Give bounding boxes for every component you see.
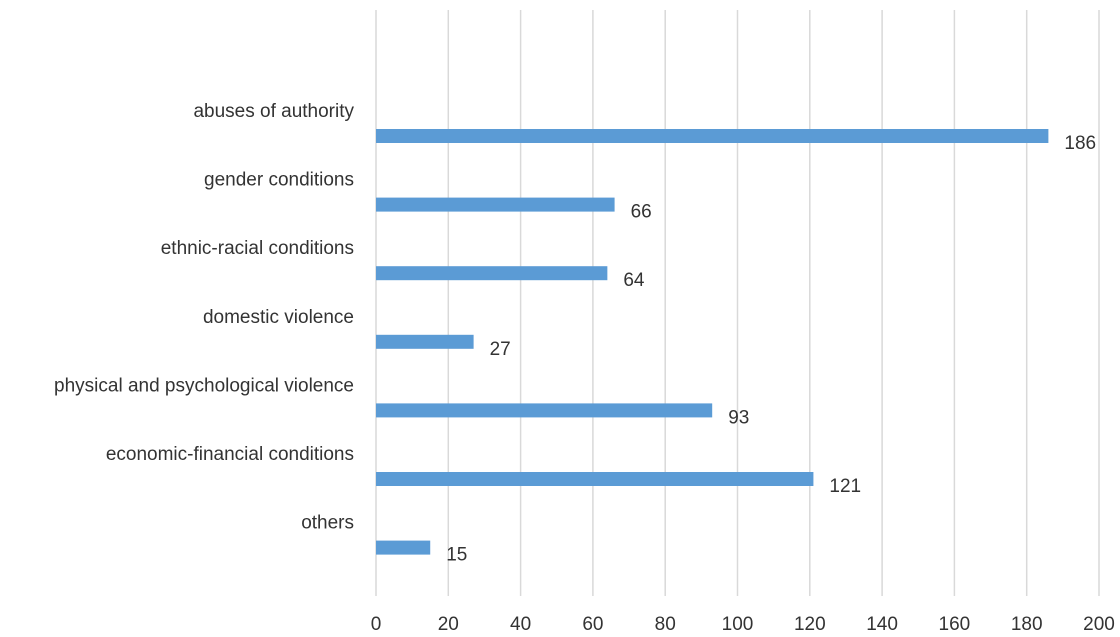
category-label: economic-financial conditions [106, 444, 354, 465]
category-label: domestic violence [203, 307, 354, 328]
data-label: 93 [728, 407, 749, 428]
x-tick-label: 200 [1083, 614, 1115, 635]
x-tick-label: 20 [438, 614, 459, 635]
x-tick-label: 40 [510, 614, 531, 635]
category-label: others [301, 513, 354, 534]
gridlines [375, 10, 1100, 596]
bars [376, 129, 1049, 555]
x-tick-label: 0 [371, 614, 382, 635]
bar [376, 334, 474, 349]
data-label: 66 [631, 202, 652, 223]
x-tick-label: 80 [655, 614, 676, 635]
category-labels: abuses of authority gender conditions ethn… [54, 101, 354, 534]
bar [376, 129, 1049, 143]
bar [376, 266, 608, 281]
category-label: physical and psychological violence [54, 375, 354, 396]
x-tick-label: 60 [582, 614, 603, 635]
data-label: 186 [1064, 133, 1096, 154]
x-tick-label: 140 [866, 614, 898, 635]
data-label: 121 [829, 476, 861, 497]
x-tick-label: 180 [1011, 614, 1043, 635]
data-label: 64 [623, 270, 645, 291]
x-tick-label: 160 [939, 614, 971, 635]
bar [376, 197, 615, 212]
x-axis-tick-labels: 0 20 40 60 80 100 120 140 160 180 200 [371, 614, 1115, 635]
data-label: 15 [446, 545, 467, 566]
data-label: 27 [490, 339, 511, 360]
bar [376, 540, 431, 555]
data-labels: 186 66 64 27 93 121 15 [446, 133, 1096, 566]
category-label: gender conditions [204, 170, 354, 191]
bar [376, 472, 814, 486]
x-tick-label: 120 [794, 614, 826, 635]
category-label: ethnic-racial conditions [161, 238, 354, 259]
bar [376, 403, 713, 418]
category-label: abuses of authority [193, 101, 354, 122]
x-tick-label: 100 [722, 614, 754, 635]
